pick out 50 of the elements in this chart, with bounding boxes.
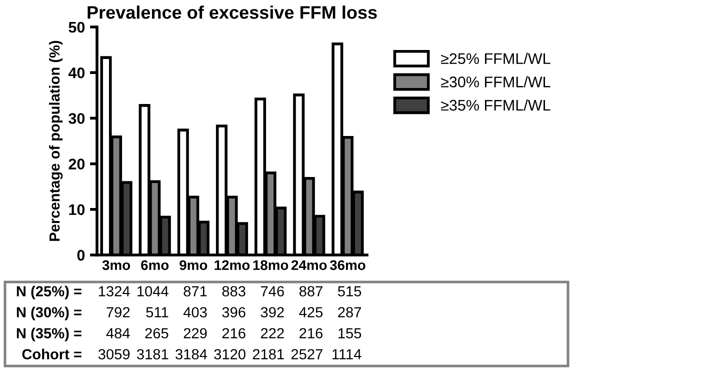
text: 3184	[176, 349, 208, 360]
text: 792	[106, 307, 130, 318]
text: 403	[183, 307, 207, 318]
y-axis-title: Percentage of population (%)	[48, 40, 63, 241]
y-tick-label: 20	[68, 158, 85, 170]
text: 3181	[136, 349, 168, 360]
text: 883	[222, 286, 246, 296]
text: N (25%) =	[16, 286, 82, 300]
text: 155	[338, 328, 362, 338]
x-tick-label: 18mo	[253, 260, 288, 270]
text: 746	[260, 286, 284, 296]
text: 287	[338, 307, 361, 318]
text: 425	[299, 307, 323, 318]
text: 265	[145, 328, 168, 338]
text: 515	[338, 286, 362, 296]
y-tick-label: 40	[68, 67, 85, 78]
text: 392	[260, 307, 284, 318]
x-tick-label: 12mo	[214, 260, 250, 270]
x-tick-label: 24mo	[291, 260, 327, 270]
text: 216	[222, 328, 246, 338]
text: 3059	[98, 349, 130, 360]
text: Cohort =	[22, 348, 82, 360]
text: 396	[222, 307, 246, 318]
text: 222	[260, 328, 284, 338]
text: 2181	[252, 349, 284, 360]
legend-label: ≥30% FFML/WL	[441, 76, 550, 88]
y-tick-label: 10	[69, 204, 85, 216]
text: 1324	[98, 286, 130, 296]
text: N (35%) =	[16, 328, 82, 342]
x-tick-label: 9mo	[180, 260, 208, 270]
y-tick-label: 30	[68, 113, 85, 124]
text: 1114	[332, 349, 362, 360]
legend-label: ≥35% FFML/WL	[441, 99, 550, 111]
chart-title: Prevalence of excessive FFM loss	[88, 6, 377, 19]
text: 2527	[291, 349, 322, 360]
x-tick-label: 6mo	[141, 260, 169, 270]
x-tick-label: 3mo	[102, 260, 130, 270]
text: 216	[300, 328, 323, 338]
text: 887	[299, 286, 322, 296]
x-tick-label: 36mo	[330, 260, 366, 270]
text: 3120	[214, 349, 246, 360]
text: 229	[184, 328, 207, 338]
text: 511	[146, 307, 168, 318]
y-tick-label: 0	[77, 250, 85, 261]
text: 871	[184, 286, 207, 296]
text: 484	[106, 328, 130, 338]
text: N (30%) =	[16, 306, 82, 320]
text: 1044	[138, 286, 168, 296]
legend-label: ≥25% FFML/WL	[441, 52, 550, 64]
y-tick-label: 50	[68, 22, 85, 33]
